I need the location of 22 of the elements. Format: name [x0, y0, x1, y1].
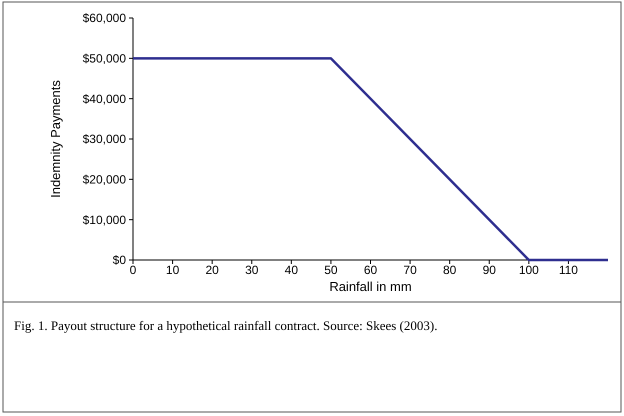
y-axis-title: Indemnity Payments	[48, 80, 63, 198]
x-tick-label: 10	[166, 263, 180, 277]
x-tick-label: 70	[403, 263, 418, 277]
y-tick-label: $60,000	[82, 11, 126, 26]
caption: Fig. 1. Payout structure for a hypothetical rainfall contract. Source: Skees (2003).	[14, 317, 438, 335]
y-tick-label: $20,000	[82, 172, 126, 187]
x-tick-label: 20	[205, 263, 220, 277]
x-tick-label: 100	[518, 263, 540, 277]
x-tick-label: 80	[442, 263, 457, 277]
y-tick-label: $30,000	[82, 132, 126, 146]
x-tick-label: 60	[364, 263, 378, 277]
x-tick-label: 90	[482, 263, 496, 277]
x-tick-label: 30	[245, 263, 259, 277]
x-tick-label: 40	[284, 263, 298, 277]
y-tick-label: $0	[112, 253, 126, 268]
y-tick-label: $10,000	[82, 212, 126, 227]
y-tick-label: $40,000	[82, 92, 126, 106]
x-tick-label: 0	[130, 263, 137, 277]
x-tick-label: 50	[324, 263, 338, 277]
x-tick-label: 110	[558, 263, 578, 277]
y-tick-label: $50,000	[82, 52, 126, 66]
x-axis-title: Rainfall in mm	[329, 279, 412, 294]
